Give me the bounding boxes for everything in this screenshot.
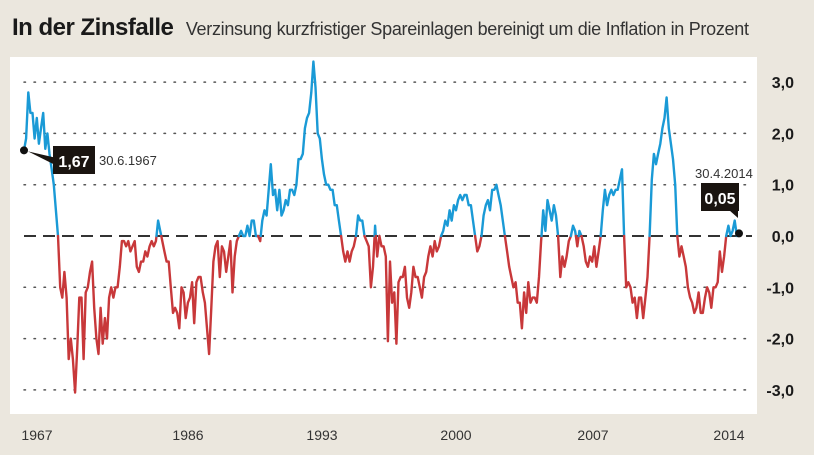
y-tick-label: -1,0: [766, 280, 794, 297]
gridlines: [23, 81, 753, 391]
series-segment-positive: [259, 60, 343, 238]
series-segment-positive: [22, 91, 60, 238]
series-segment-negative: [378, 234, 443, 345]
series-segment-negative: [580, 234, 602, 268]
annotations: 1,67 30.6.1967 0,05 30.4.2014: [20, 146, 753, 238]
start-value-label: 1,67: [58, 154, 89, 171]
series-segment-positive: [373, 224, 377, 238]
series-segment-positive: [540, 198, 560, 238]
series-segment-positive: [599, 168, 626, 238]
chart-subtitle: Verzinsung kurzfristiger Spareinlagen be…: [185, 19, 749, 39]
y-tick-label: -3,0: [766, 383, 794, 400]
series-segment-negative: [363, 234, 376, 289]
end-date-label: 30.4.2014: [695, 166, 753, 181]
series-segment-negative: [160, 234, 241, 356]
series-segment-positive: [237, 219, 260, 238]
start-callout-pointer: [28, 151, 54, 165]
start-callout-box: [53, 146, 95, 174]
start-point-marker: [20, 146, 28, 155]
series-segment-positive: [155, 219, 163, 238]
x-tick-label: 1986: [172, 427, 203, 443]
series-segment-positive: [648, 96, 679, 238]
start-date-label: 30.6.1967: [99, 153, 157, 168]
series-segment-negative: [503, 234, 543, 330]
series-segment-negative: [676, 234, 728, 315]
series-realzins: [22, 60, 741, 394]
series-segment-positive: [569, 224, 578, 238]
y-tick-label: 2,0: [772, 126, 794, 143]
x-tick-label: 1967: [21, 427, 52, 443]
y-tick-label: 3,0: [772, 75, 794, 92]
end-callout-box: [701, 183, 739, 211]
y-tick-label: 0,0: [772, 229, 794, 246]
series-segment-negative: [339, 234, 358, 263]
series-segment-negative: [473, 234, 483, 253]
x-axis: 1967 1986 1993 2000 2007 2014: [21, 427, 744, 443]
x-tick-label: 2000: [440, 427, 471, 443]
y-tick-label: 1,0: [772, 178, 794, 195]
series-segment-positive: [354, 214, 366, 238]
chart-title: In der Zinsfalle: [12, 14, 174, 41]
series-segment-negative: [556, 234, 573, 279]
series-segment-positive: [439, 193, 477, 238]
series-segment-negative: [574, 234, 580, 248]
x-tick-label: 1993: [306, 427, 337, 443]
header: In der Zinsfalle Verzinsung kurzfristige…: [12, 14, 749, 42]
y-axis: 3,0 2,0 1,0 0,0 -1,0 -2,0 -3,0: [766, 75, 794, 400]
x-tick-label: 2014: [713, 427, 744, 443]
end-callout-pointer: [729, 210, 738, 218]
x-tick-label: 2007: [577, 427, 608, 443]
series-segment-negative: [622, 234, 651, 320]
y-tick-label: -2,0: [766, 332, 794, 349]
series-segment-positive: [480, 183, 507, 238]
series-segment-negative: [256, 234, 262, 243]
end-value-label: 0,05: [704, 191, 735, 208]
end-point-marker: [735, 229, 743, 238]
series-segment-negative: [56, 234, 158, 394]
series-segment-positive: [577, 229, 583, 238]
series-segment-negative: [374, 234, 381, 258]
